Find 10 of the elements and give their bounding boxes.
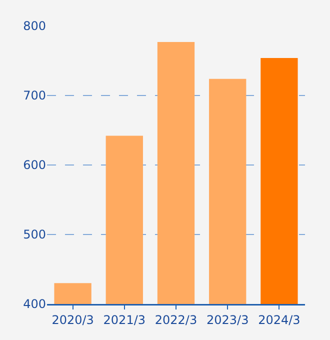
x-tick-label: 2023/3 <box>206 312 249 327</box>
x-tick-label: 2024/3 <box>258 312 300 327</box>
x-tick-label: 2021/3 <box>103 312 146 327</box>
x-tick-label: 2022/3 <box>154 312 198 327</box>
y-tick-label: 800 <box>23 19 46 34</box>
y-tick-label: 400 <box>23 297 46 312</box>
y-tick-label: 500 <box>23 228 46 242</box>
y-tick-label: 600 <box>23 158 46 172</box>
x-tick-label: 2020/3 <box>52 312 94 327</box>
y-tick-label: 700 <box>23 88 46 103</box>
